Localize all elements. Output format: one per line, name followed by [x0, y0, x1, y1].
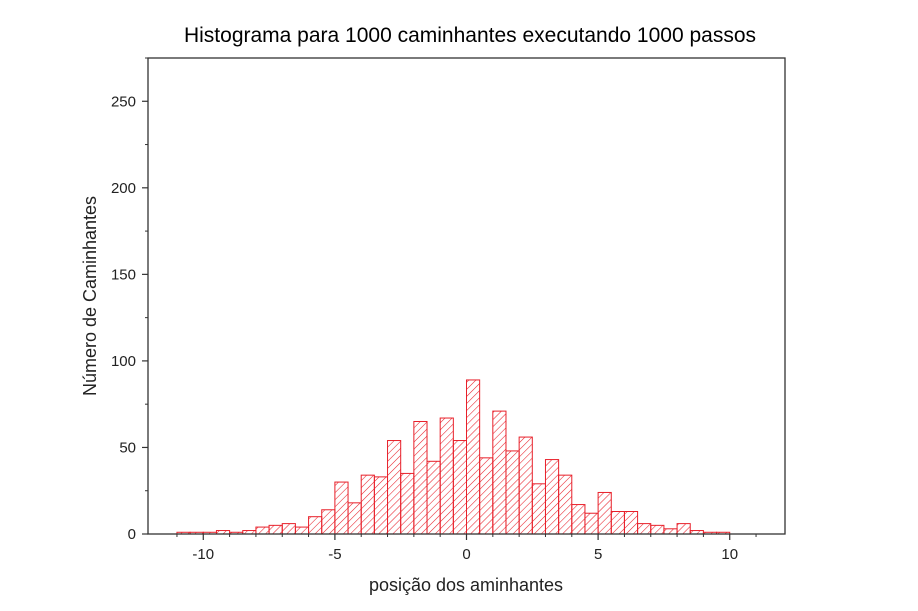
histogram-bar	[623, 511, 639, 535]
histogram-bar	[584, 512, 599, 535]
x-axis-ticks: -10 -5 0 5 10	[176, 534, 757, 563]
histogram-bar	[281, 523, 296, 535]
histogram-bar	[544, 459, 560, 535]
histogram-bar	[413, 420, 428, 535]
y-axis-ticks: 0 50 100 150 200 250	[111, 57, 148, 543]
y-tick-label: 150	[111, 266, 136, 283]
histogram-bars	[176, 379, 731, 535]
histogram-bar	[294, 526, 310, 535]
histogram-bar	[268, 524, 283, 535]
x-tick-label: 10	[721, 546, 738, 563]
x-tick-label: -10	[192, 546, 214, 563]
histogram-bar	[637, 523, 652, 535]
histogram-bar	[400, 472, 415, 535]
x-tick-label: 0	[462, 546, 470, 563]
histogram-bar	[531, 483, 546, 535]
histogram-bar	[308, 516, 323, 535]
histogram-bar	[452, 440, 467, 535]
y-tick-label: 200	[111, 180, 136, 197]
x-axis-label: posição dos aminhantes	[369, 575, 563, 595]
histogram-bar	[439, 417, 454, 535]
histogram-bar	[518, 436, 533, 535]
histogram-bar	[650, 524, 665, 535]
histogram-bar	[387, 440, 402, 535]
histogram-bar	[571, 504, 586, 535]
y-axis-label: Número de Caminhantes	[80, 196, 100, 396]
histogram-bar	[426, 460, 441, 535]
histogram-bar	[492, 410, 507, 535]
y-tick-label: 100	[111, 353, 136, 370]
histogram-bar	[479, 457, 494, 535]
y-tick-label: 0	[128, 526, 136, 543]
y-tick-label: 50	[119, 439, 136, 456]
histogram-bar	[558, 474, 573, 535]
histogram-bar	[676, 523, 691, 535]
histogram-bar	[321, 509, 336, 535]
x-tick-label: 5	[594, 546, 602, 563]
histogram-bar	[334, 481, 349, 535]
histogram-bar	[597, 491, 612, 535]
histogram-bar	[360, 474, 375, 535]
histogram-bar	[347, 502, 362, 535]
histogram-bar	[505, 450, 520, 535]
histogram-bar	[466, 379, 481, 535]
chart-title: Histograma para 1000 caminhantes executa…	[184, 24, 756, 47]
histogram-bar	[663, 528, 678, 535]
histogram-bar	[610, 511, 625, 535]
x-tick-label: -5	[328, 546, 341, 563]
histogram-bar	[373, 476, 389, 535]
histogram-bar	[255, 526, 270, 535]
y-tick-label: 250	[111, 93, 136, 110]
